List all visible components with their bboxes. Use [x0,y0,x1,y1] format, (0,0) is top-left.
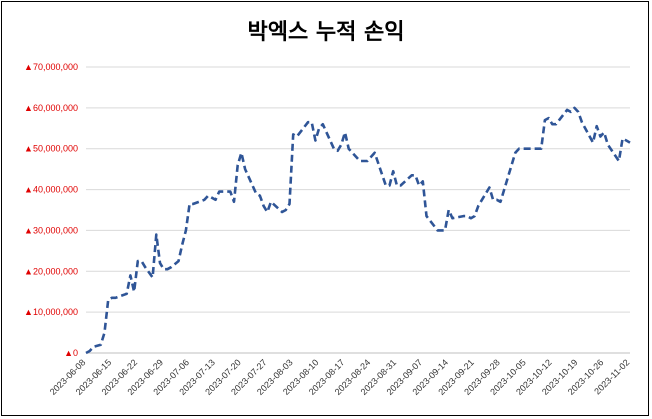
y-tick-label: ▲50,000,000 [24,144,78,154]
x-axis-ticks: 2023-06-082023-06-152023-06-222023-06-29… [48,357,632,397]
y-tick-label: ▲0 [64,348,78,358]
y-tick-label: ▲20,000,000 [24,266,78,276]
gridlines [86,66,630,313]
y-tick-label: ▲40,000,000 [24,185,78,195]
y-axis-ticks: ▲0 ▲10,000,000 ▲20,000,000 ▲30,000,000 ▲40,0… [24,62,78,358]
series-lines [85,106,631,355]
chart-title: 박엑스 누적 손익 [247,20,405,45]
y-tick-label: ▲70,000,000 [24,62,78,72]
y-tick-label: ▲60,000,000 [24,103,78,113]
series-line [85,106,631,355]
y-tick-label: ▲30,000,000 [24,225,78,235]
y-tick-label: ▲10,000,000 [24,307,78,317]
